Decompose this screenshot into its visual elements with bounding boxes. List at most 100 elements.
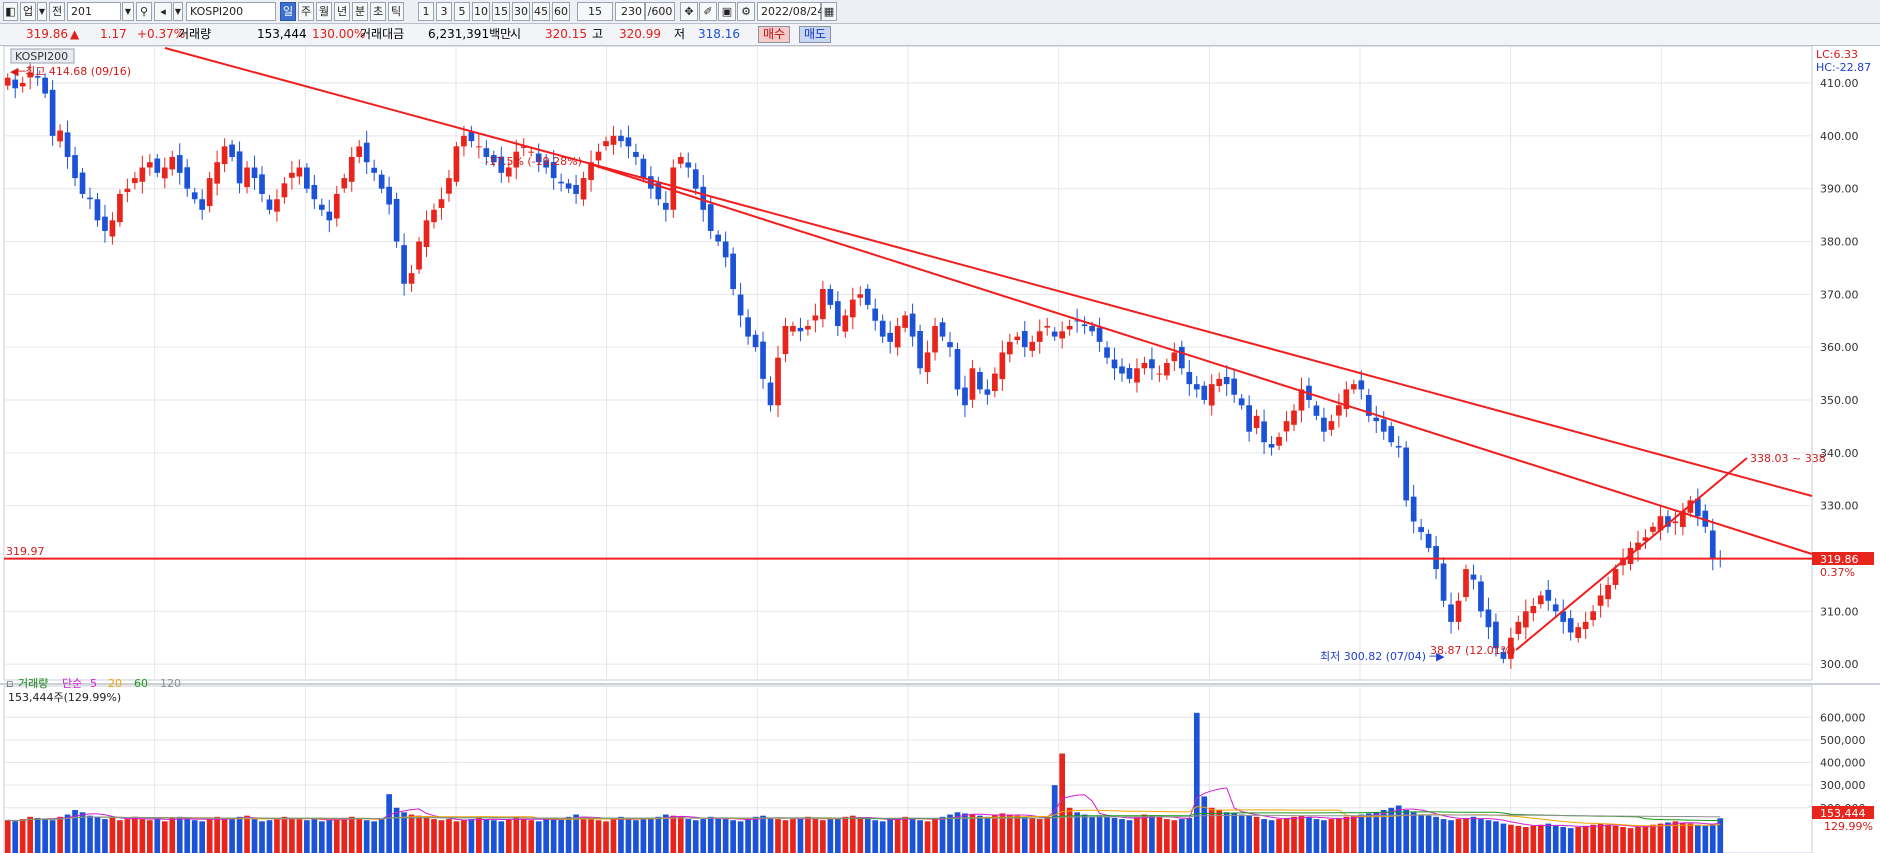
candle-body: [595, 151, 602, 161]
candle-body: [199, 199, 206, 210]
tools-icon[interactable]: ✥: [680, 2, 698, 21]
save-icon[interactable]: ▣: [718, 2, 736, 21]
code-dropdown-icon[interactable]: ▼: [122, 2, 134, 21]
search-icon[interactable]: ⚲: [136, 2, 152, 21]
gear-icon[interactable]: ⚙: [737, 2, 755, 21]
interval-button-1[interactable]: 1: [418, 2, 434, 21]
volume-bar: [864, 819, 871, 853]
candle-body: [1104, 347, 1110, 358]
count-input[interactable]: 230: [615, 2, 645, 21]
candle-body: [1029, 341, 1036, 351]
volume-bar: [139, 819, 146, 853]
volume-bar: [1612, 825, 1619, 853]
volume-bar: [1530, 825, 1537, 853]
volume-bar: [341, 817, 348, 853]
candle-body: [333, 193, 340, 219]
volume-bar: [1657, 823, 1664, 853]
period-tab-0[interactable]: 일: [280, 2, 296, 21]
period-tab-4[interactable]: 분: [352, 2, 368, 21]
volume-bar: [1560, 826, 1567, 853]
volume-bar: [1291, 816, 1297, 853]
volume-bar: [42, 819, 48, 853]
candle-body: [1350, 384, 1357, 390]
prev-button[interactable]: 전: [49, 2, 65, 21]
volume-bar: [109, 817, 116, 853]
candle-body: [939, 322, 946, 337]
interval-input[interactable]: 15: [577, 2, 613, 21]
candle-body: [1336, 405, 1342, 416]
candle-body: [902, 315, 908, 328]
volume-current-tag-bg: [1812, 806, 1874, 819]
volume-bar: [1433, 816, 1439, 853]
volume-bar: [498, 821, 505, 853]
volume-bars: [4, 712, 1724, 853]
low-marker-label: 최저 300.82 (07/04) ─▶: [1320, 650, 1445, 663]
buy-button[interactable]: 매수: [758, 26, 790, 43]
volume-bar: [1171, 820, 1178, 853]
volume-value: 153,444: [257, 27, 307, 41]
sound-dropdown-icon[interactable]: ▼: [173, 2, 183, 21]
volume-current-pct-tag: 129.99%: [1824, 820, 1873, 833]
market-dropdown-icon[interactable]: ▼: [37, 2, 47, 21]
draw-icon[interactable]: ✐: [699, 2, 717, 21]
volume-bar: [1680, 822, 1686, 853]
interval-button-60[interactable]: 60: [552, 2, 570, 21]
volume-bar: [677, 816, 684, 853]
market-type-button[interactable]: 업: [20, 2, 36, 21]
candle-body: [236, 151, 243, 184]
candle-body: [57, 130, 63, 142]
period-tab-1[interactable]: 주: [298, 2, 314, 21]
change-arrow-icon: ▲: [70, 27, 80, 41]
volume-bar: [969, 814, 976, 853]
volume-bar: [1508, 824, 1514, 853]
interval-button-30[interactable]: 30: [512, 2, 530, 21]
candle-body: [1321, 417, 1327, 432]
price-tick-label: 350.00: [1820, 394, 1859, 407]
volume-bar: [1350, 815, 1357, 853]
volume-bar: [760, 815, 766, 853]
candle-body: [692, 169, 699, 189]
change-percent: +0.37%: [137, 27, 186, 41]
period-tab-6[interactable]: 틱: [388, 2, 404, 21]
volume-bar: [1313, 819, 1320, 853]
candle-body: [954, 348, 961, 390]
calendar-icon[interactable]: ▦: [821, 2, 837, 21]
candle-body: [1036, 331, 1043, 342]
volume-bar: [356, 819, 363, 853]
candle-body: [341, 178, 348, 189]
volume-bar: [1597, 823, 1604, 853]
candlestick-chart[interactable]: 410.00 400.00 390.00 380.00 370.00 360.00 350.…: [0, 46, 1880, 853]
code-input[interactable]: 201: [67, 2, 121, 21]
interval-button-10[interactable]: 10: [472, 2, 490, 21]
chart-labels: 410.00 400.00 390.00 380.00 370.00 360.00 350.…: [6, 48, 1874, 833]
volume-bar: [378, 819, 385, 853]
candle-body: [1657, 516, 1664, 531]
candle-body: [1216, 378, 1223, 386]
sell-button[interactable]: 매도: [799, 26, 831, 43]
lc-label: LC:6.33: [1816, 48, 1858, 61]
interval-button-45[interactable]: 45: [532, 2, 550, 21]
volume-bar: [1141, 814, 1148, 853]
volume-bar: [648, 817, 654, 853]
date-input[interactable]: 2022/08/24: [757, 2, 824, 21]
interval-button-15[interactable]: 15: [492, 2, 510, 21]
candle-body: [775, 357, 781, 406]
volume-bar: [483, 819, 490, 853]
trendlines: [4, 47, 1813, 651]
interval-button-3[interactable]: 3: [436, 2, 452, 21]
sound-icon[interactable]: ◂: [154, 2, 172, 21]
volume-bar: [894, 817, 901, 853]
period-tab-2[interactable]: 월: [316, 2, 332, 21]
period-tab-5[interactable]: 초: [370, 2, 386, 21]
candle-body: [34, 76, 41, 78]
volume-bar: [1336, 817, 1342, 853]
amount-value: 6,231,391백만: [428, 27, 512, 41]
period-tab-3[interactable]: 년: [334, 2, 350, 21]
window-icon[interactable]: ◧: [3, 2, 18, 21]
interval-button-5[interactable]: 5: [454, 2, 470, 21]
volume-bar: [1493, 821, 1499, 853]
volume-bar: [812, 819, 819, 853]
candle-body: [1074, 320, 1080, 322]
candle-body: [573, 184, 579, 194]
trend-end-label: 338.03 ~ 338: [1750, 452, 1826, 465]
